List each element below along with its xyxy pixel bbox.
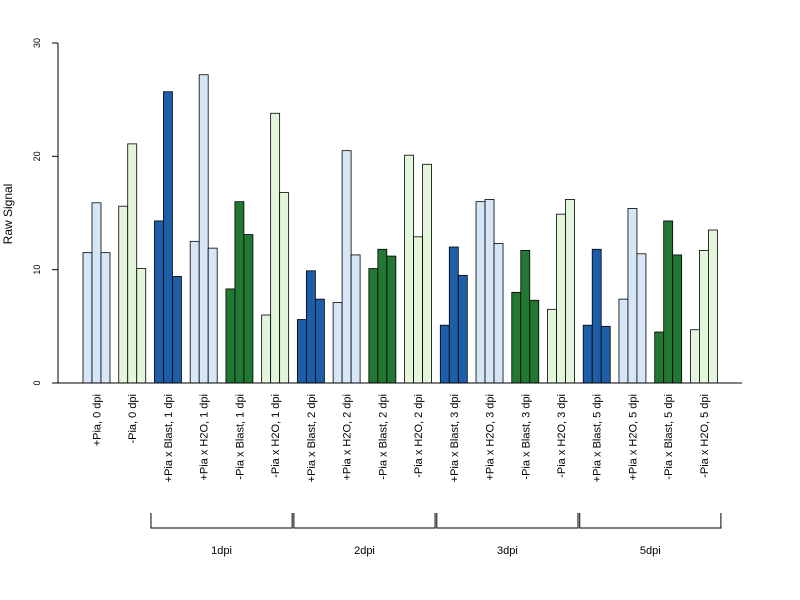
category-label: +Pia x H2O, 1 dpi bbox=[199, 394, 211, 481]
bar bbox=[368, 268, 379, 384]
category-label: +Pia x Blast, 5 dpi bbox=[592, 394, 604, 482]
group-bracket bbox=[150, 513, 293, 529]
category-label: -Pia x Blast, 3 dpi bbox=[520, 394, 532, 480]
category-labels: +Pia, 0 dpi -Pia, 0 dpi +Pia x Blast, 1 dp… bbox=[92, 394, 711, 482]
y-axis-title: Raw Signal bbox=[1, 184, 15, 245]
bar bbox=[100, 252, 111, 384]
category-label: -Pia x H2O, 2 dpi bbox=[413, 394, 425, 478]
bar bbox=[154, 220, 164, 384]
group-label: 1dpi bbox=[211, 545, 232, 557]
category-label: -Pia x Blast, 5 dpi bbox=[663, 394, 675, 480]
bar bbox=[618, 298, 629, 384]
bar bbox=[172, 276, 182, 384]
bar bbox=[636, 253, 647, 384]
category-label: -Pia x Blast, 2 dpi bbox=[377, 394, 389, 480]
category-label: +Pia x H2O, 3 dpi bbox=[485, 394, 497, 481]
group-brackets: 1dpi 2dpi 3dpi 5dpi bbox=[150, 513, 722, 557]
bar bbox=[305, 270, 316, 384]
group-bracket bbox=[436, 513, 579, 529]
bar bbox=[654, 331, 665, 384]
bar bbox=[350, 254, 361, 384]
bar bbox=[225, 288, 236, 384]
bar bbox=[189, 240, 200, 384]
group-label: 3dpi bbox=[497, 545, 518, 557]
bar bbox=[118, 205, 129, 384]
category-label: -Pia, 0 dpi bbox=[127, 394, 139, 444]
bar bbox=[690, 329, 700, 384]
bar bbox=[484, 198, 495, 384]
bar bbox=[136, 268, 147, 384]
bar bbox=[296, 319, 307, 384]
bar bbox=[422, 163, 432, 384]
category-label: +Pia x H2O, 2 dpi bbox=[342, 394, 354, 481]
bar bbox=[475, 201, 486, 384]
group-bracket bbox=[579, 513, 722, 529]
bar bbox=[198, 74, 209, 384]
category-label: +Pia x Blast, 1 dpi bbox=[163, 394, 175, 482]
bar bbox=[439, 324, 450, 384]
bar bbox=[163, 91, 173, 384]
category-label: +Pia x H2O, 5 dpi bbox=[627, 394, 639, 481]
bar bbox=[511, 291, 522, 384]
bar bbox=[91, 202, 102, 384]
bar bbox=[529, 299, 540, 384]
bar bbox=[243, 234, 254, 384]
bar bbox=[708, 229, 718, 384]
category-label: -Pia x H2O, 3 dpi bbox=[556, 394, 568, 478]
bar bbox=[341, 150, 352, 384]
bar bbox=[663, 220, 674, 384]
bar bbox=[82, 252, 93, 384]
y-tick-label: 20 bbox=[32, 151, 42, 161]
y-tick-label: 0 bbox=[32, 380, 42, 385]
bar bbox=[556, 213, 566, 384]
bar bbox=[493, 243, 504, 384]
bar bbox=[699, 249, 709, 384]
bar bbox=[457, 274, 468, 384]
group-label: 5dpi bbox=[640, 545, 661, 557]
bar bbox=[591, 248, 602, 384]
bar bbox=[386, 255, 397, 384]
bar bbox=[448, 246, 459, 384]
bar bbox=[547, 308, 557, 384]
category-label: -Pia x Blast, 1 dpi bbox=[234, 394, 246, 480]
bar bbox=[404, 154, 414, 384]
axes-layer: Raw Signal bbox=[1, 43, 742, 384]
category-label: -Pia x H2O, 1 dpi bbox=[270, 394, 282, 478]
bar bbox=[279, 192, 290, 384]
y-tick-label: 30 bbox=[32, 38, 42, 48]
bar bbox=[234, 201, 245, 384]
category-label: -Pia x H2O, 5 dpi bbox=[699, 394, 711, 478]
y-ticks: 0 10 20 30 bbox=[32, 38, 58, 386]
bars-layer bbox=[82, 74, 718, 384]
bar bbox=[413, 236, 423, 384]
bar bbox=[520, 249, 531, 384]
bar bbox=[270, 112, 281, 384]
category-label: +Pia, 0 dpi bbox=[92, 394, 104, 446]
bar bbox=[314, 298, 325, 384]
category-label: +Pia x Blast, 3 dpi bbox=[449, 394, 461, 482]
bar bbox=[627, 208, 638, 384]
bar bbox=[582, 324, 593, 384]
bar bbox=[672, 254, 683, 384]
bar bbox=[261, 314, 272, 384]
group-label: 2dpi bbox=[354, 545, 375, 557]
y-tick-label: 10 bbox=[32, 265, 42, 275]
bar bbox=[377, 248, 388, 384]
group-bracket bbox=[293, 513, 436, 529]
bar bbox=[332, 302, 343, 384]
bar bbox=[565, 198, 575, 384]
bar bbox=[127, 143, 138, 384]
bar bbox=[207, 247, 218, 384]
bar bbox=[600, 325, 611, 384]
category-label: +Pia x Blast, 2 dpi bbox=[306, 394, 318, 482]
